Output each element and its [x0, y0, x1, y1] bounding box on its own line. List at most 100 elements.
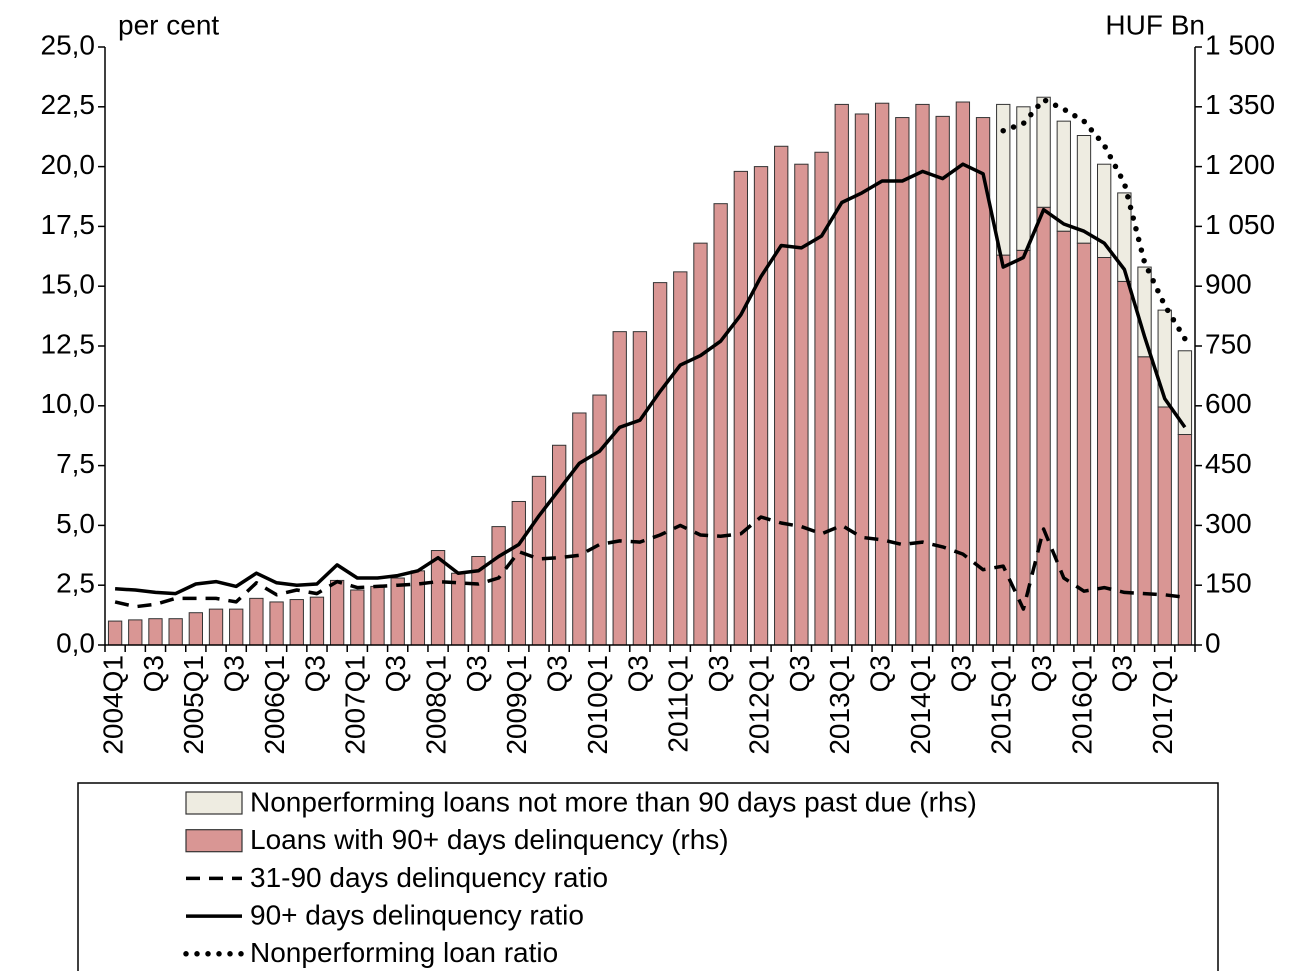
y2-axis-unit: HUF Bn [1105, 9, 1205, 40]
bar [269, 601, 284, 646]
bar [430, 550, 446, 646]
bar [895, 117, 910, 646]
line-dashed [114, 515, 1186, 611]
x-tick-label: 2007Q1 [340, 655, 371, 755]
x-tick-label: Q3 [138, 655, 169, 692]
y-tick-label: 20,0 [41, 149, 96, 180]
line-solid [114, 162, 1187, 596]
bar [955, 101, 971, 646]
bar [511, 500, 526, 646]
y2-tick-label: 900 [1205, 269, 1252, 300]
x-tick-label: 2004Q1 [97, 655, 128, 755]
x-tick-label: Q3 [219, 655, 250, 692]
x-tick-label: 2016Q1 [1066, 655, 1097, 755]
bar [188, 612, 203, 646]
x-tick-label: Q3 [703, 655, 734, 692]
y-axis-unit: per cent [118, 9, 219, 40]
y-tick-label: 2,5 [56, 568, 95, 599]
bar [370, 585, 385, 646]
bar [774, 145, 789, 646]
bar [168, 618, 183, 646]
bar [1177, 350, 1193, 436]
bar [794, 163, 809, 646]
y2-tick-label: 1 050 [1205, 209, 1275, 240]
legend-swatch [185, 829, 243, 853]
x-tick-label: 2006Q1 [259, 655, 290, 755]
bar [128, 619, 143, 646]
bar [229, 608, 244, 646]
y2-tick-label: 300 [1205, 508, 1252, 539]
x-tick-label: Q3 [1107, 655, 1138, 692]
bar [249, 597, 264, 646]
legend-label: 90+ days delinquency ratio [250, 899, 584, 930]
x-tick-label: Q3 [461, 655, 492, 692]
bar [713, 203, 728, 646]
x-tick-label: Q3 [865, 655, 896, 692]
bar [1137, 356, 1152, 646]
bar [632, 331, 648, 646]
bar [673, 271, 688, 646]
bar [1016, 106, 1031, 251]
legend-box [77, 782, 1219, 971]
bar [1097, 163, 1112, 258]
x-tick-label: 2017Q1 [1147, 655, 1178, 755]
y2-tick-label: 1 200 [1205, 149, 1275, 180]
y-tick-label: 7,5 [56, 448, 95, 479]
bar [1056, 120, 1071, 232]
bar [107, 620, 123, 646]
bar [1076, 242, 1092, 646]
bar [390, 577, 405, 646]
x-tick-label: 2009Q1 [501, 655, 532, 755]
bar [208, 608, 224, 646]
bar [733, 170, 748, 646]
bar [935, 115, 950, 646]
x-tick-label: Q3 [784, 655, 815, 692]
y2-tick-label: 750 [1205, 328, 1252, 359]
x-tick-label: Q3 [380, 655, 411, 692]
bar [612, 331, 627, 646]
bar [531, 475, 547, 646]
bar [1157, 406, 1172, 646]
bar [148, 618, 163, 646]
y2-tick-label: 450 [1205, 448, 1252, 479]
y-tick-label: 22,5 [41, 89, 96, 120]
legend-label: 31-90 days delinquency ratio [250, 862, 608, 893]
x-tick-label: 2011Q1 [663, 655, 694, 753]
legend-label: Loans with 90+ days delinquency (rhs) [250, 824, 729, 855]
bar [996, 103, 1011, 256]
bar [491, 526, 506, 646]
x-tick-label: 2008Q1 [420, 655, 451, 755]
bar [1076, 135, 1092, 244]
bar [1036, 96, 1051, 208]
y2-tick-label: 0 [1205, 627, 1221, 658]
y-tick-label: 17,5 [41, 209, 96, 240]
bar [1157, 309, 1172, 408]
bar [1117, 280, 1132, 646]
x-tick-label: Q3 [299, 655, 330, 692]
y2-tick-label: 1 350 [1205, 89, 1275, 120]
legend-label: Nonperforming loan ratio [250, 937, 558, 968]
bar [592, 394, 607, 646]
bar [1056, 230, 1071, 646]
x-tick-label: Q3 [945, 655, 976, 692]
x-tick-label: 2005Q1 [178, 655, 209, 755]
bar [552, 444, 567, 646]
x-tick-label: 2010Q1 [582, 655, 613, 755]
y-tick-label: 5,0 [56, 508, 95, 539]
x-tick-label: Q3 [1026, 655, 1057, 692]
y-tick-label: 0,0 [56, 627, 95, 658]
bar [834, 103, 849, 646]
legend-label: Nonperforming loans not more than 90 day… [250, 786, 977, 817]
bar [289, 599, 304, 646]
y-tick-label: 12,5 [41, 328, 96, 359]
y2-tick-label: 1 500 [1205, 29, 1275, 60]
bar [350, 589, 365, 646]
bar [1117, 192, 1132, 282]
legend-swatch [185, 791, 243, 815]
bar [996, 254, 1011, 646]
bar [753, 166, 769, 646]
y-tick-label: 15,0 [41, 269, 96, 300]
bar [572, 412, 587, 646]
bar [652, 282, 668, 646]
